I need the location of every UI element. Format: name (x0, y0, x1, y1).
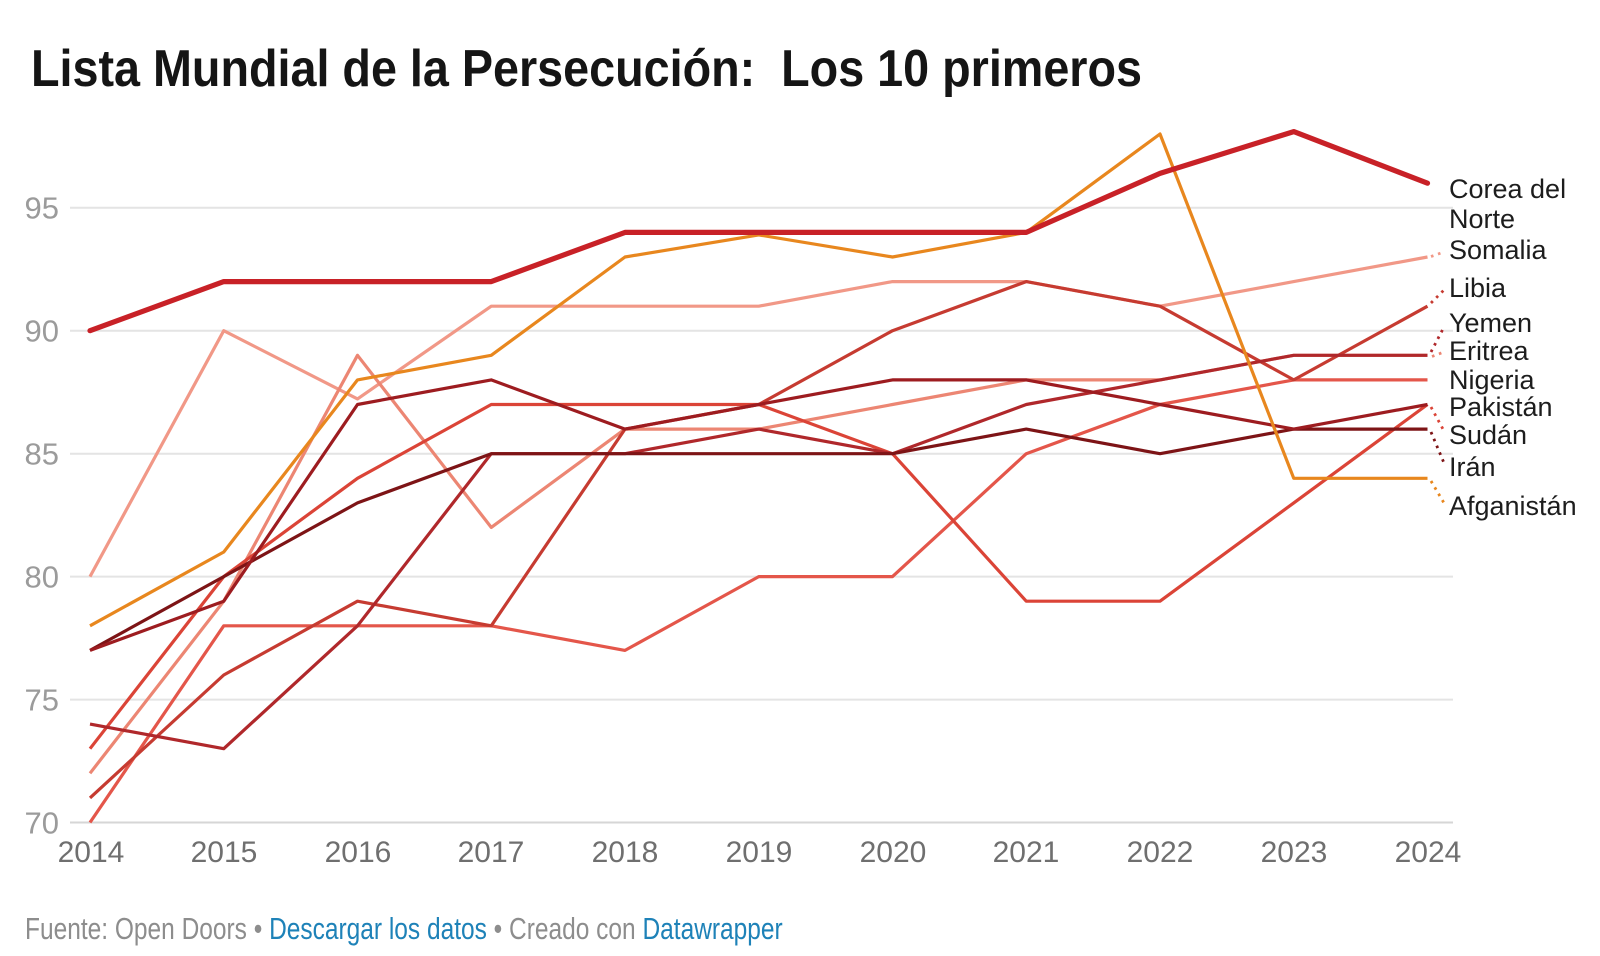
svg-text:95: 95 (25, 191, 59, 226)
svg-text:90: 90 (25, 314, 59, 349)
svg-text:Sudán: Sudán (1449, 420, 1527, 450)
svg-text:2015: 2015 (191, 836, 258, 869)
svg-text:Eritrea: Eritrea (1449, 336, 1530, 366)
svg-text:Corea del: Corea del (1449, 174, 1566, 204)
svg-text:2018: 2018 (592, 836, 659, 869)
svg-text:2020: 2020 (860, 836, 927, 869)
svg-text:Nigeria: Nigeria (1449, 365, 1536, 395)
svg-text:75: 75 (25, 682, 59, 717)
svg-text:2016: 2016 (325, 836, 392, 869)
svg-text:2017: 2017 (458, 836, 525, 869)
svg-text:2024: 2024 (1395, 836, 1462, 869)
svg-text:Yemen: Yemen (1449, 308, 1532, 338)
svg-text:2022: 2022 (1127, 836, 1194, 869)
svg-text:70: 70 (25, 805, 59, 840)
svg-text:Norte: Norte (1449, 204, 1515, 234)
svg-text:2019: 2019 (726, 836, 793, 869)
svg-text:2014: 2014 (58, 836, 125, 869)
svg-text:80: 80 (25, 559, 59, 594)
svg-text:Somalia: Somalia (1449, 235, 1548, 265)
svg-text:2023: 2023 (1261, 836, 1328, 869)
svg-text:Afganistán: Afganistán (1449, 491, 1577, 521)
svg-text:Pakistán: Pakistán (1449, 392, 1553, 422)
svg-text:85: 85 (25, 437, 59, 472)
svg-text:2021: 2021 (993, 836, 1060, 869)
svg-text:Irán: Irán (1449, 452, 1496, 482)
svg-text:Libia: Libia (1449, 273, 1507, 303)
